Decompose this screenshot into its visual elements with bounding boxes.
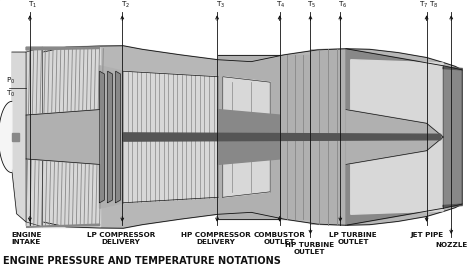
Polygon shape [100,66,123,208]
Polygon shape [26,224,100,227]
Text: P$_6$
T$_6$: P$_6$ T$_6$ [338,0,347,10]
Polygon shape [26,110,100,164]
Text: ENGINE PRESSURE AND TEMPERATURE NOTATIONS: ENGINE PRESSURE AND TEMPERATURE NOTATION… [3,256,281,266]
Polygon shape [12,52,26,222]
Polygon shape [123,133,441,141]
Polygon shape [346,49,443,225]
Polygon shape [310,49,346,225]
Polygon shape [0,101,12,173]
Polygon shape [346,110,443,164]
Polygon shape [26,47,43,227]
Text: P$_3$
T$_3$: P$_3$ T$_3$ [216,0,225,10]
Polygon shape [223,77,270,197]
Polygon shape [443,204,462,207]
Polygon shape [12,133,19,141]
Polygon shape [26,47,100,50]
Polygon shape [116,71,120,203]
Polygon shape [108,71,112,203]
Text: P$_2$
T$_2$: P$_2$ T$_2$ [121,0,130,10]
Polygon shape [218,55,280,219]
Text: P$_4$
T$_4$: P$_4$ T$_4$ [276,0,286,10]
Polygon shape [12,46,462,228]
Text: LP TURBINE
OUTLET: LP TURBINE OUTLET [329,232,377,244]
Text: P$_0$
T$_0$: P$_0$ T$_0$ [6,76,15,99]
Text: JET PIPE: JET PIPE [410,232,443,238]
Text: HP COMPRESSOR
DELIVERY: HP COMPRESSOR DELIVERY [181,232,251,244]
Text: ENGINE
INTAKE: ENGINE INTAKE [11,232,41,244]
Polygon shape [443,66,462,208]
Text: P$_1$
T$_1$: P$_1$ T$_1$ [28,0,37,10]
Polygon shape [280,55,310,219]
Text: HP TURBINE
OUTLET: HP TURBINE OUTLET [285,242,334,255]
Text: COMBUSTOR
OUTLET: COMBUSTOR OUTLET [254,232,306,244]
Text: LP COMPRESSOR
DELIVERY: LP COMPRESSOR DELIVERY [87,232,155,244]
Text: NOZZLE: NOZZLE [435,242,467,249]
Polygon shape [100,71,104,203]
Text: P$_7$ P$_8$
T$_7$ T$_8$: P$_7$ P$_8$ T$_7$ T$_8$ [419,0,439,10]
Polygon shape [218,110,280,164]
Text: P$_5$
T$_5$: P$_5$ T$_5$ [307,0,316,10]
Polygon shape [443,67,462,70]
Polygon shape [351,60,443,214]
Polygon shape [26,47,100,227]
Polygon shape [123,71,218,203]
